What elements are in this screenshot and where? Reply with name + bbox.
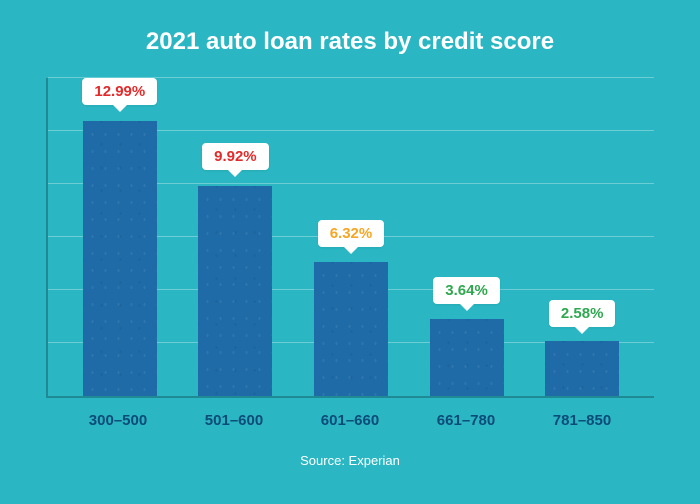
value-tooltip: 6.32% <box>318 220 385 247</box>
x-axis-label: 661–780 <box>408 412 524 429</box>
bar <box>545 341 619 396</box>
value-tooltip: 12.99% <box>82 78 157 105</box>
bar-slot: 12.99% <box>62 78 178 396</box>
x-axis-labels: 300–500501–600601–660661–780781–850 <box>46 398 654 429</box>
bar <box>314 262 388 396</box>
chart-canvas: 2021 auto loan rates by credit score 12.… <box>0 0 700 504</box>
x-axis-label: 501–600 <box>176 412 292 429</box>
bar-slot: 6.32% <box>293 78 409 396</box>
source-line: Source: Experian <box>46 453 654 468</box>
bar <box>430 319 504 396</box>
plot-area: 12.99% 9.92% 6.32% 3.64% 2.58% <box>46 78 654 398</box>
x-axis-label: 601–660 <box>292 412 408 429</box>
value-tooltip: 9.92% <box>202 143 269 170</box>
chart-title: 2021 auto loan rates by credit score <box>46 28 654 56</box>
bar <box>198 186 272 396</box>
value-tooltip: 3.64% <box>433 277 500 304</box>
bar-slot: 9.92% <box>178 78 294 396</box>
x-axis-label: 781–850 <box>524 412 640 429</box>
bar-slot: 2.58% <box>524 78 640 396</box>
x-axis-label: 300–500 <box>60 412 176 429</box>
bar <box>83 121 157 396</box>
value-tooltip: 2.58% <box>549 300 616 327</box>
bars-container: 12.99% 9.92% 6.32% 3.64% 2.58% <box>48 78 654 396</box>
bar-slot: 3.64% <box>409 78 525 396</box>
